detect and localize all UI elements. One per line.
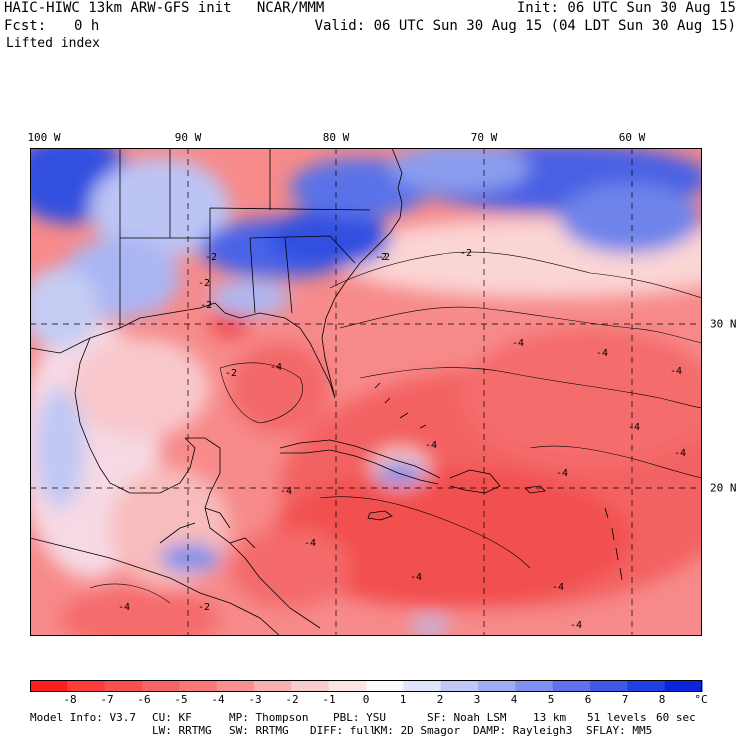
colorbar-swatch: [104, 680, 143, 692]
contour-label: -4: [304, 538, 316, 549]
contour-label: -4: [512, 338, 524, 349]
colorbar-tick-label: 0: [362, 693, 370, 706]
colorbar-tick-label: -7: [100, 693, 114, 706]
model-info-levels: 51 levels: [587, 711, 647, 724]
contour-label: -4: [425, 440, 437, 451]
colorbar-tick-label: 7: [621, 693, 629, 706]
colorbar-tick-label: -5: [174, 693, 188, 706]
model-info-cu: CU: KF: [152, 711, 192, 724]
contour-label: -2: [375, 252, 387, 263]
colorbar-unit: °C: [694, 693, 708, 706]
colorbar-swatch: [590, 680, 628, 692]
colorbar-tick-label: 4: [510, 693, 518, 706]
map-frame: [30, 148, 702, 636]
colorbar-border: [30, 680, 702, 692]
colorbar-swatch: [366, 680, 404, 692]
colorbar-tick-label: -8: [63, 693, 77, 706]
contour-lines: [89, 251, 702, 604]
colorbar-tick-label: -2: [285, 693, 299, 706]
lat-label-30n: 30 N: [710, 317, 737, 331]
contour-label: -4: [674, 448, 686, 459]
contour-label: -4: [570, 620, 582, 631]
colorbar-tick-label: -3: [248, 693, 262, 706]
contour-label: -4: [270, 362, 282, 373]
model-info-mp: MP: Thompson: [229, 711, 309, 724]
colorbar-tick-label: 8: [658, 693, 666, 706]
colorbar-swatch: [30, 680, 68, 692]
contour-label: -2: [200, 300, 212, 311]
model-info-sflay: SFLAY: MM5: [586, 724, 653, 737]
colorbar-tick-label: -4: [211, 693, 225, 706]
colorbar-tick-label: 2: [436, 693, 444, 706]
colorbar-swatch: [328, 680, 367, 692]
colorbar-swatch: [179, 680, 218, 692]
model-info-pbl: PBL: YSU: [333, 711, 386, 724]
lon-label-100w: 100 W: [27, 131, 61, 144]
colorbar-tick-label: -6: [137, 693, 151, 706]
colorbar-swatch: [291, 680, 330, 692]
contour-label: -2: [205, 252, 217, 263]
colorbar-tick-label: 1: [399, 693, 407, 706]
contour-label: -4: [628, 422, 640, 433]
contour-label: -2: [225, 368, 237, 379]
coastlines: [30, 148, 623, 636]
colorbar: [30, 680, 703, 692]
colorbar-swatch: [478, 680, 516, 692]
contour-label: -4: [596, 348, 608, 359]
init-time: Init: 06 UTC Sun 30 Aug 15: [516, 0, 736, 16]
contour-label: -4: [670, 366, 682, 377]
colorbar-tick-label: 6: [584, 693, 592, 706]
model-info-diff: DIFF: full: [310, 724, 377, 737]
field-name: Lifted index: [6, 36, 100, 51]
lon-label-60w: 60 W: [618, 131, 646, 144]
model-info-lw: LW: RRTMG: [152, 724, 212, 737]
model-info-sf: SF: Noah LSM: [427, 711, 507, 724]
lon-label-90w: 90 W: [174, 131, 202, 144]
lifted-index-map: -2 -2 -2 -2 -2 -2 -4 -4 -4 -4 -4 -4 -4 -…: [30, 148, 702, 636]
colorbar-tick-label: 5: [547, 693, 555, 706]
colorbar-swatch: [67, 680, 106, 692]
model-info-version: Model Info: V3.7: [30, 711, 136, 724]
contour-label: -2: [198, 278, 210, 289]
model-info-timestep: 60 sec: [656, 711, 696, 724]
contour-label-group: -2 -2 -2 -2 -2 -2 -4 -4 -4 -4 -4 -4 -4 -…: [118, 248, 686, 631]
colorbar-tick-label: 3: [473, 693, 481, 706]
contour-label: -4: [410, 572, 422, 583]
model-info-km: KM: 2D Smagor: [374, 724, 461, 737]
contour-label: -4: [556, 468, 568, 479]
product-title: HAIC-HIWC 13km ARW-GFS init NCAR/MMM: [4, 0, 325, 16]
colorbar-swatch: [552, 680, 591, 692]
colorbar-swatch: [515, 680, 554, 692]
valid-time: Valid: 06 UTC Sun 30 Aug 15 (04 LDT Sun …: [314, 18, 736, 34]
forecast-hour-label: Fcst:: [4, 18, 47, 34]
contour-label: -2: [378, 252, 390, 263]
colorbar-swatch: [627, 680, 666, 692]
colorbar-swatch: [254, 680, 292, 692]
lon-label-80w: 80 W: [322, 131, 350, 144]
model-info-sw: SW: RRTMG: [229, 724, 289, 737]
contour-label: -2: [198, 602, 210, 613]
contour-label: -4: [118, 602, 130, 613]
colorbar-swatch: [440, 680, 479, 692]
lat-label-20n: 20 N: [710, 481, 737, 495]
colorbar-tick-label: -1: [322, 693, 336, 706]
model-info-res: 13 km: [533, 711, 567, 724]
contour-label: -2: [460, 248, 472, 259]
colorbar-swatch: [142, 680, 180, 692]
model-info-damp: DAMP: Rayleigh3: [473, 724, 573, 737]
forecast-hour-value: 0 h: [74, 18, 100, 34]
colorbar-swatch: [403, 680, 442, 692]
colorbar-swatch: [664, 680, 703, 692]
contour-label: -4: [280, 486, 292, 497]
lon-label-70w: 70 W: [470, 131, 498, 144]
colorbar-swatch: [216, 680, 255, 692]
contour-label: -4: [552, 582, 564, 593]
lat-lon-grid: [30, 148, 702, 636]
